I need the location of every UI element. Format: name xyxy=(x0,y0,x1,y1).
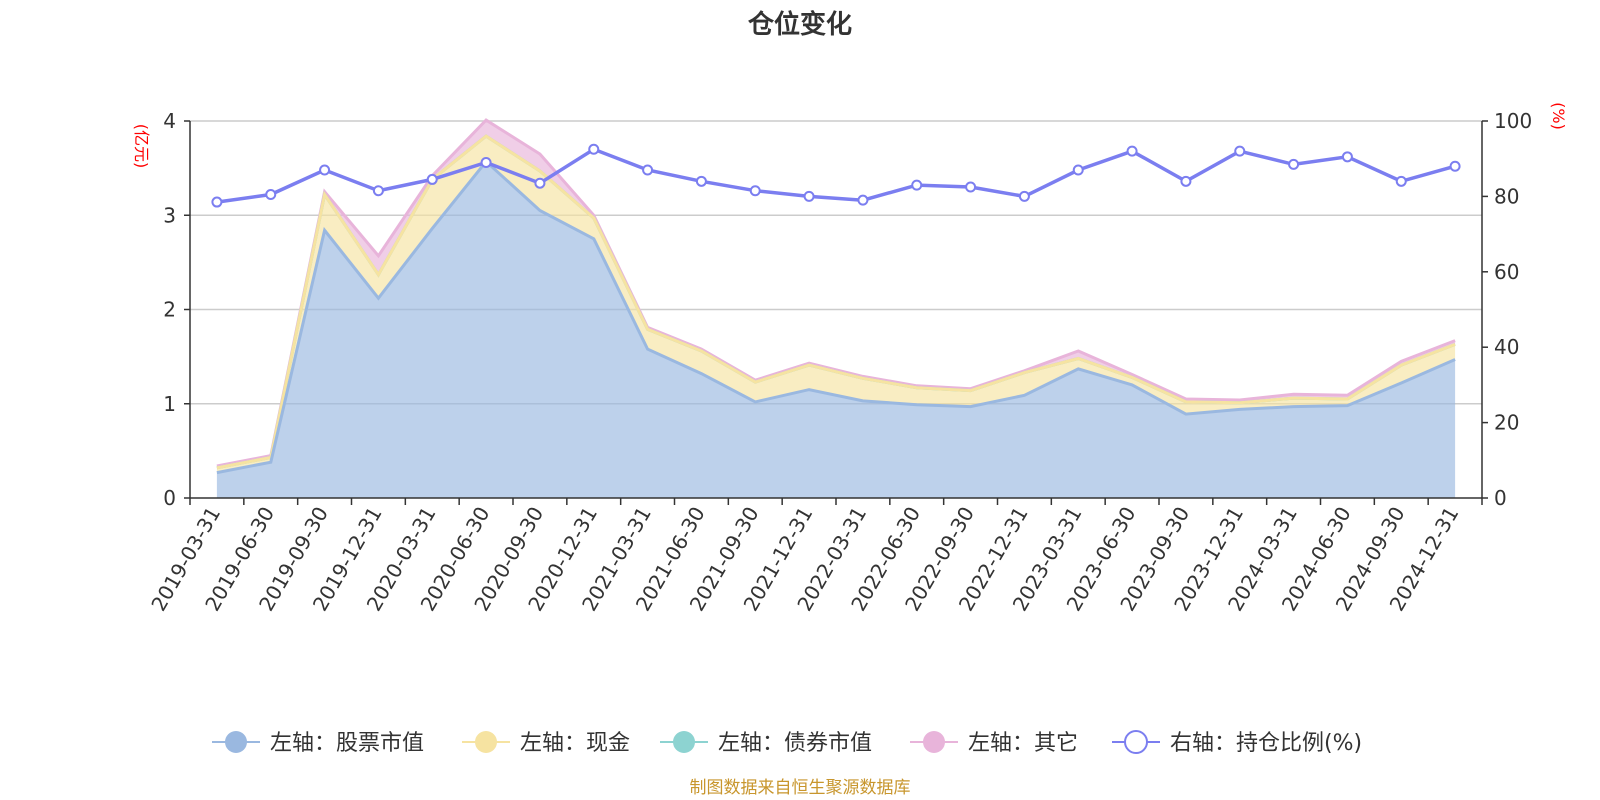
ratio-point xyxy=(1449,160,1461,172)
legend-marker xyxy=(923,731,945,753)
ratio-line xyxy=(216,147,1456,204)
legend-label: 右轴：持仓比例(%) xyxy=(1170,731,1362,756)
right-tick-label: 100 xyxy=(1494,109,1532,133)
left-tick-label: 2 xyxy=(163,298,176,322)
legend-item[interactable]: 右轴：持仓比例(%) xyxy=(1112,730,1362,756)
ratio-point xyxy=(588,143,600,155)
ratio-point xyxy=(642,164,654,176)
area-左轴：股票市值 xyxy=(216,161,1456,498)
legend-marker xyxy=(673,731,695,753)
position-ratio-line xyxy=(211,143,1461,208)
legend-marker xyxy=(1124,730,1148,754)
left-tick-label: 3 xyxy=(163,203,176,227)
ratio-point xyxy=(911,179,923,191)
ratio-point xyxy=(1180,175,1192,187)
legend-item[interactable]: 左轴：现金 xyxy=(462,731,630,756)
ratio-point xyxy=(1126,145,1138,157)
ratio-point xyxy=(265,189,277,201)
ratio-point xyxy=(1395,175,1407,187)
area-edge-左轴：现金 xyxy=(216,134,1456,470)
ratio-point xyxy=(803,190,815,202)
ratio-point xyxy=(426,173,438,185)
legend-item[interactable]: 左轴：其它 xyxy=(910,731,1078,756)
area-左轴：现金 xyxy=(216,136,1456,473)
ratio-point xyxy=(1018,190,1030,202)
right-axis-unit: (%) xyxy=(1549,102,1568,130)
ratio-point xyxy=(372,185,384,197)
ratio-point xyxy=(319,164,331,176)
ratio-point xyxy=(749,185,761,197)
legend-item[interactable]: 左轴：股票市值 xyxy=(212,731,424,756)
stacked-areas xyxy=(216,118,1456,498)
left-tick-label: 1 xyxy=(163,392,176,416)
right-tick-label: 20 xyxy=(1494,411,1519,435)
left-tick-label: 4 xyxy=(163,109,176,133)
right-tick-label: 80 xyxy=(1494,184,1519,208)
ratio-point xyxy=(1072,164,1084,176)
area-edge-左轴：股票市值 xyxy=(216,159,1456,475)
left-tick-label: 0 xyxy=(163,486,176,510)
legend-marker xyxy=(225,731,247,753)
ratio-point xyxy=(1341,151,1353,163)
legend-label: 左轴：现金 xyxy=(520,731,630,756)
data-source-note: 制图数据来自恒生聚源数据库 xyxy=(690,778,911,798)
right-tick-label: 60 xyxy=(1494,260,1519,284)
ratio-point xyxy=(965,181,977,193)
area-edge-左轴：其它 xyxy=(216,118,1456,468)
ratio-point xyxy=(480,156,492,168)
ratio-point xyxy=(1234,145,1246,157)
ratio-point xyxy=(211,196,223,208)
ratio-point xyxy=(1288,158,1300,170)
legend-item[interactable]: 左轴：债券市值 xyxy=(660,731,872,756)
ratio-point xyxy=(534,177,546,189)
right-tick-label: 40 xyxy=(1494,335,1519,359)
chart-title: 仓位变化 xyxy=(747,9,852,40)
legend-label: 左轴：债券市值 xyxy=(718,731,872,756)
legend[interactable]: 左轴：股票市值 左轴：现金 左轴：债券市值 左轴：其它 右轴：持仓比例(%) xyxy=(212,730,1362,756)
left-axis-unit: (亿元) xyxy=(132,124,151,169)
legend-label: 左轴：股票市值 xyxy=(270,731,424,756)
ratio-point xyxy=(695,175,707,187)
legend-label: 左轴：其它 xyxy=(968,731,1078,756)
legend-marker xyxy=(475,731,497,753)
ratio-point xyxy=(857,194,869,206)
right-tick-label: 0 xyxy=(1494,486,1507,510)
